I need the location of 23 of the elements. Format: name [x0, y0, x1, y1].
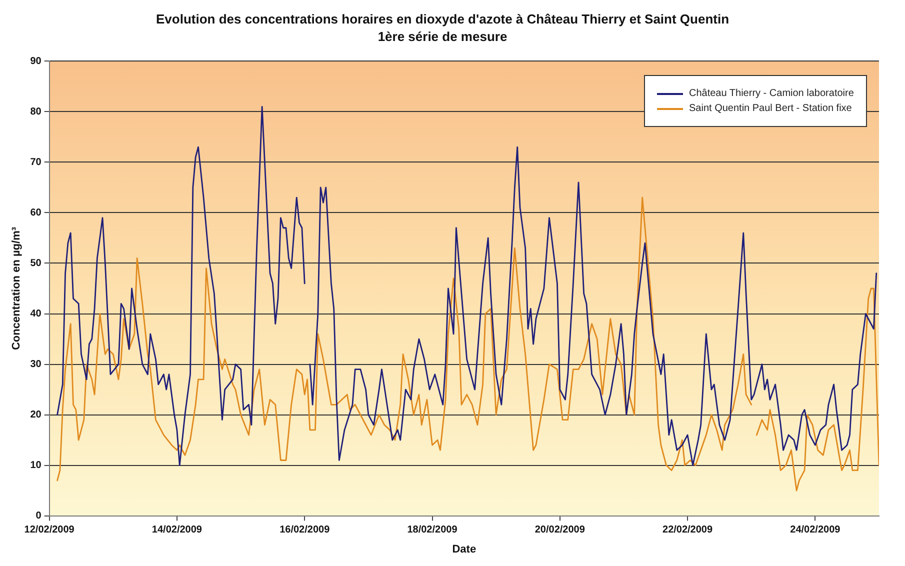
x-axis-title: Date [452, 543, 476, 556]
x-tick-label: 16/02/2009 [280, 524, 330, 536]
x-tick-label: 20/02/2009 [534, 524, 586, 536]
y-tick-label: 30 [30, 359, 42, 370]
y-tick-label: 70 [30, 156, 42, 168]
y-tick-label: 80 [30, 106, 42, 118]
y-tick-label: 0 [36, 510, 42, 522]
y-axis-title: Concentration en µg/m³ [10, 226, 23, 350]
y-tick-label: 20 [30, 410, 42, 421]
y-tick-label: 60 [30, 207, 42, 218]
x-tick-label: 22/02/2009 [662, 524, 713, 536]
x-tick-label: 24/02/2009 [790, 524, 841, 536]
x-tick-label: 18/02/2009 [407, 524, 458, 536]
legend-label: Château Thierry - Camion laboratoire [689, 88, 854, 100]
y-tick-label: 10 [30, 460, 42, 472]
y-tick-label: 50 [30, 258, 42, 269]
y-tick-label: 90 [30, 56, 42, 67]
x-tick-label: 12/02/2009 [24, 524, 75, 536]
y-tick-label: 40 [30, 308, 42, 320]
chart-title: Evolution des concentrations horaires en dioxyde d'azote à Château Thierry et Saint Quentin [156, 11, 730, 26]
legend-label: Saint Quentin Paul Bert - Station fixe [689, 103, 852, 114]
x-tick-label: 14/02/2009 [152, 524, 202, 536]
chart-subtitle: 1ère série de mesure [378, 28, 508, 44]
